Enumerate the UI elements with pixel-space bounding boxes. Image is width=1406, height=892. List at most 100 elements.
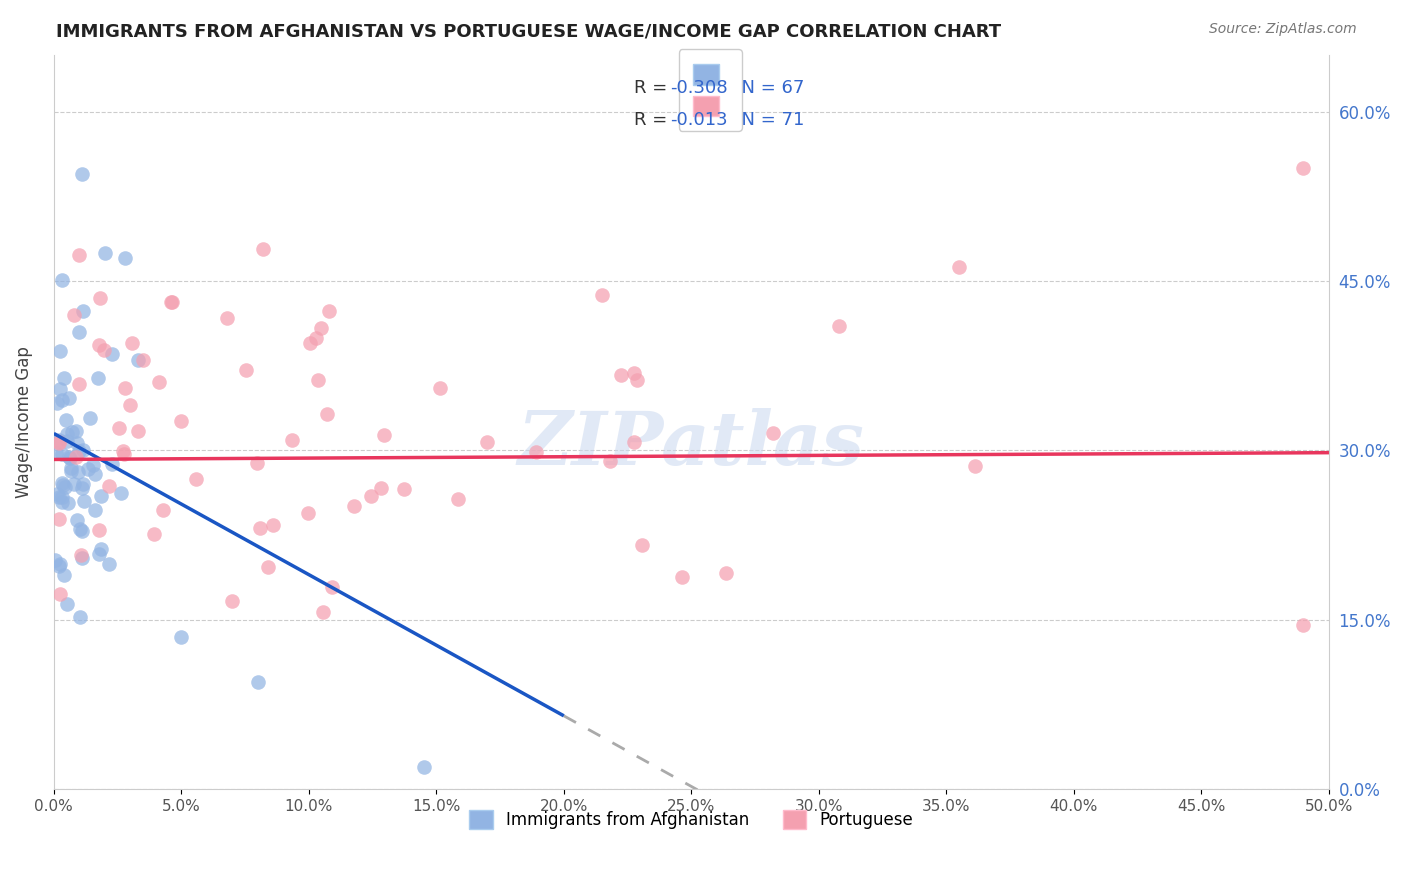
Point (70, 481, 93, 495)
Point (1292, 618, 1315, 632)
Point (97, 558, 120, 572)
Point (160, 295, 183, 310)
Point (127, 424, 149, 438)
Point (84, 503, 107, 517)
Point (631, 538, 654, 552)
Point (53, 480, 76, 494)
Point (370, 481, 392, 495)
Point (111, 444, 134, 458)
Point (170, 414, 193, 428)
Point (114, 381, 136, 395)
Point (94, 245, 117, 260)
Point (70, 167, 93, 181)
Point (121, 335, 143, 350)
Point (55, 597, 77, 611)
Point (79, 411, 101, 425)
Point (63, 477, 86, 491)
Point (72, 443, 94, 458)
Point (100, 457, 122, 471)
Point (524, 444, 547, 458)
Point (51, 475, 73, 490)
Point (948, 260, 970, 275)
Point (143, 527, 166, 541)
Point (48, 490, 70, 504)
Point (66, 436, 89, 450)
Point (48, 559, 70, 574)
Point (60, 460, 83, 475)
Point (65, 424, 87, 438)
Point (623, 367, 645, 381)
Point (101, 347, 124, 361)
Point (246, 456, 269, 470)
Point (90, 490, 112, 504)
Point (298, 335, 321, 350)
Point (52, 478, 75, 492)
Point (114, 447, 136, 461)
Point (252, 243, 274, 257)
Point (56, 434, 79, 449)
Point (307, 373, 329, 387)
Point (215, 311, 238, 326)
Point (72, 477, 94, 491)
Text: IMMIGRANTS FROM AFGHANISTAN VS PORTUGUESE WAGE/INCOME GAP CORRELATION CHART: IMMIGRANTS FROM AFGHANISTAN VS PORTUGUES… (56, 22, 1001, 40)
Point (48, 433, 70, 447)
Point (429, 381, 451, 395)
Point (114, 252, 136, 266)
Point (87, 338, 110, 352)
Point (671, 569, 693, 583)
Point (46, 395, 69, 409)
Point (262, 518, 284, 533)
Point (67, 443, 90, 458)
Point (59, 450, 82, 465)
Point (44, 552, 66, 566)
Legend: Immigrants from Afghanistan, Portuguese: Immigrants from Afghanistan, Portuguese (463, 804, 920, 836)
Point (312, 605, 335, 619)
Point (69, 609, 91, 624)
Point (53, 371, 76, 385)
Point (72, 304, 94, 318)
Point (67, 376, 90, 391)
Point (152, 502, 174, 516)
Point (51, 495, 73, 509)
Point (257, 560, 280, 574)
Point (51, 273, 73, 287)
Point (63, 308, 86, 322)
Point (69, 522, 91, 536)
Text: N = 67: N = 67 (730, 79, 804, 97)
Point (477, 435, 499, 450)
Point (412, 759, 434, 773)
Point (623, 434, 645, 449)
Point (49, 382, 72, 396)
Point (373, 428, 395, 442)
Point (110, 486, 132, 500)
Text: -0.013: -0.013 (669, 111, 727, 128)
Point (762, 426, 785, 441)
Point (49, 557, 72, 571)
Point (82, 458, 104, 472)
Point (67, 248, 90, 262)
Y-axis label: Wage/Income Gap: Wage/Income Gap (15, 346, 32, 498)
Point (591, 287, 613, 301)
Point (55, 413, 77, 427)
Point (159, 295, 181, 310)
Text: -0.308: -0.308 (669, 79, 727, 97)
Point (305, 331, 328, 345)
Point (70, 524, 93, 538)
Point (89, 541, 111, 556)
Text: N = 71: N = 71 (730, 111, 804, 128)
Point (51, 447, 73, 461)
Point (148, 375, 170, 389)
Point (321, 581, 343, 595)
Point (48, 512, 70, 526)
Text: ZIPatlas: ZIPatlas (517, 408, 865, 481)
Point (72, 550, 94, 565)
Point (84, 467, 107, 481)
Point (51, 393, 73, 408)
Point (297, 506, 319, 520)
Point (87, 370, 110, 384)
Point (58, 391, 80, 405)
Point (1292, 161, 1315, 175)
Point (87, 547, 110, 561)
Point (51, 491, 73, 505)
Text: R =: R = (634, 79, 673, 97)
